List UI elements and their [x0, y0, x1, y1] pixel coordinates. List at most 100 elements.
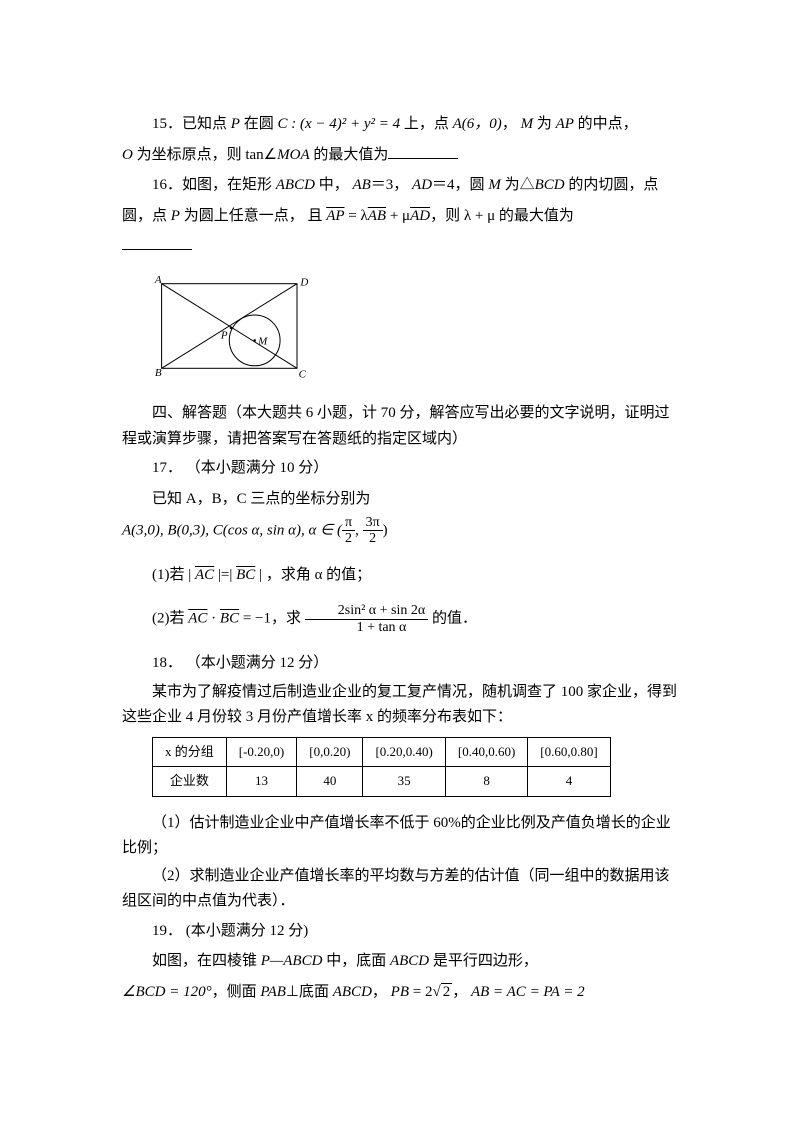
q19-header: 19． (本小题满分 12 分) — [122, 917, 684, 946]
q16-vecad: AD — [410, 208, 430, 224]
rectangle-diagram: A B C D P M — [146, 271, 316, 381]
q18-t1: 某市为了解疫情过后制造业企业的复工复产情况，随机调查了 100 家企业，得到这些… — [122, 680, 684, 731]
q17-p2end: 的值． — [428, 611, 477, 627]
q16-abcd: ABCD — [276, 177, 315, 193]
section4-title: 四、解答题（本大题共 6 小题，计 70 分，解答应写出必要的文字说明，证明过程… — [122, 401, 684, 452]
table-cell: 40 — [297, 767, 363, 797]
fig-label-p: P — [220, 329, 228, 341]
q19-pabcd: P—ABCD — [261, 953, 323, 969]
table-cell: [0,0.20) — [297, 737, 363, 767]
q16-blank-line — [122, 232, 684, 261]
table-rowheader: 企业数 — [153, 767, 227, 797]
table-cell: [-0.20,0) — [226, 737, 297, 767]
q15-t3: ， — [502, 116, 521, 132]
q16-ad: AD — [412, 177, 432, 193]
q17-f2n: 3π — [363, 515, 383, 531]
q17-f1d: 2 — [342, 531, 355, 546]
q19-abcd2: ABCD — [333, 984, 372, 1000]
q15-t4: 为 — [533, 116, 556, 132]
q17-coords-text: A(3,0), B(0,3), C(cos α, sin α), α ∈ ( — [122, 522, 342, 538]
q17-comma: , — [355, 522, 363, 538]
q15-line2: O 为坐标原点，则 tan∠MOA 的最大值为 — [122, 141, 684, 170]
q17-p2bc: BC — [220, 611, 239, 627]
fig-label-d: D — [299, 276, 308, 288]
q19-sqrt2: 2 — [441, 983, 453, 1000]
q16-ab: AB — [352, 177, 370, 193]
q16-t5: ，则 λ + μ 的最大值为 — [430, 208, 574, 224]
table-cell: 13 — [226, 767, 297, 797]
q19-angle: ∠BCD = 120° — [122, 984, 212, 1000]
table-row: x 的分组 [-0.20,0) [0,0.20) [0.20,0.40) [0.… — [153, 737, 611, 767]
q19-t2: 中，底面 — [322, 953, 390, 969]
q16-p: P — [171, 208, 180, 224]
q18-table: x 的分组 [-0.20,0) [0,0.20) [0.20,0.40) [0.… — [152, 737, 611, 797]
q15-circle: C : (x − 4)² + y² = 4 — [277, 116, 400, 132]
q16-t1: 中， — [315, 177, 353, 193]
q15-m: M — [521, 116, 534, 132]
table-cell: [0.20,0.40) — [363, 737, 445, 767]
q18-part2: （2）求制造业企业产值增长率的平均数与方差的估计值（同一组中的数据用该组区间的中… — [122, 864, 684, 915]
table-cell: 8 — [445, 767, 527, 797]
q16-vecap: AP — [326, 208, 344, 224]
q17-p1b: |=| — [214, 567, 236, 583]
q16-vecab: AB — [368, 208, 386, 224]
q17-p2dot: · — [207, 611, 220, 627]
table-cell: [0.60,0.80] — [528, 737, 610, 767]
fig-label-b: B — [155, 366, 162, 378]
q16-eq3: = λ — [345, 208, 368, 224]
q19-pab: PAB — [260, 984, 286, 1000]
q17-part1: (1)若 | AC |=| BC | ，求角 α 的值； — [122, 561, 684, 590]
q16-line2: 圆，点 P 为圆上任意一点， 且 AP = λAB + μAD，则 λ + μ … — [122, 202, 684, 231]
q16-t4: 为圆上任意一点， 且 — [180, 208, 326, 224]
q15-t7: 的最大值为 — [310, 147, 389, 163]
q16-eq2: ＝4，圆 — [432, 177, 488, 193]
q19-t4: ，侧面 — [212, 984, 261, 1000]
q16-plus: + μ — [386, 208, 410, 224]
fig-label-m: M — [257, 335, 268, 347]
q15-o: O — [122, 147, 133, 163]
q16-bcd: BCD — [535, 177, 565, 193]
q16-t3: 的内切圆，点 — [565, 177, 659, 193]
q18-header: 18． （本小题满分 12 分） — [122, 649, 684, 678]
q15-moa: MOA — [277, 147, 310, 163]
table-row: 企业数 13 40 35 8 4 — [153, 767, 611, 797]
q15-ap: AP — [556, 116, 574, 132]
q16-prefix: 16．如图，在矩形 — [152, 177, 276, 193]
q16-figure: A B C D P M — [146, 271, 684, 392]
q15-pointA: A(6，0) — [453, 116, 502, 132]
q19-t1: 如图，在四棱锥 — [152, 953, 261, 969]
q17-p1c: | ，求角 α 的值； — [255, 567, 371, 583]
q15-t6: 为坐标原点，则 tan∠ — [133, 147, 277, 163]
q17-part2: (2)若 AC · BC = −1，求 2sin² α + sin 2α1 + … — [122, 603, 684, 635]
table-cell: 35 — [363, 767, 445, 797]
q17-f1n: π — [342, 515, 355, 531]
q15-t1: 在圆 — [240, 116, 278, 132]
q19-line1: 如图，在四棱锥 P—ABCD 中，底面 ABCD 是平行四边形， — [122, 947, 684, 976]
q17-header: 17． （本小题满分 10 分） — [122, 454, 684, 483]
q16-m: M — [488, 177, 501, 193]
sqrt-icon: √2 — [432, 978, 452, 1007]
q17-p1ac: AC — [195, 567, 214, 583]
q18-part1: （1）估计制造业企业中产值增长率不低于 60%的企业比例及产值负增长的企业比例； — [122, 811, 684, 862]
q15-t5: 的中点， — [574, 116, 638, 132]
q17-f2d: 2 — [363, 531, 383, 546]
q17-p2a: (2)若 — [152, 611, 188, 627]
q16-t2: 为△ — [501, 177, 535, 193]
q15-t2: 上，点 — [400, 116, 453, 132]
fig-label-a: A — [154, 273, 162, 285]
q15-line1: 15．已知点 P 在圆 C : (x − 4)² + y² = 4 上，点 A(… — [122, 110, 684, 139]
q17-p2eq: = −1，求 — [239, 611, 305, 627]
q15-p: P — [231, 116, 240, 132]
q17-p1a: (1)若 | — [152, 567, 195, 583]
q19-pb: PB — [391, 984, 409, 1000]
q16-eq1: ＝3， — [371, 177, 412, 193]
fig-label-c: C — [299, 368, 307, 380]
q16-blank — [122, 234, 192, 250]
q17-p2num: 2sin² α + sin 2α — [305, 603, 428, 619]
q19-t3: 是平行四边形， — [429, 953, 538, 969]
q16-line1: 16．如图，在矩形 ABCD 中， AB＝3， AD＝4，圆 M 为△BCD 的… — [122, 171, 684, 200]
q15-prefix: 15．已知点 — [152, 116, 231, 132]
q19-t5: ⊥底面 — [286, 984, 333, 1000]
q19-t7: ， — [452, 984, 471, 1000]
q17-t1: 已知 A，B，C 三点的坐标分别为 — [122, 485, 684, 514]
